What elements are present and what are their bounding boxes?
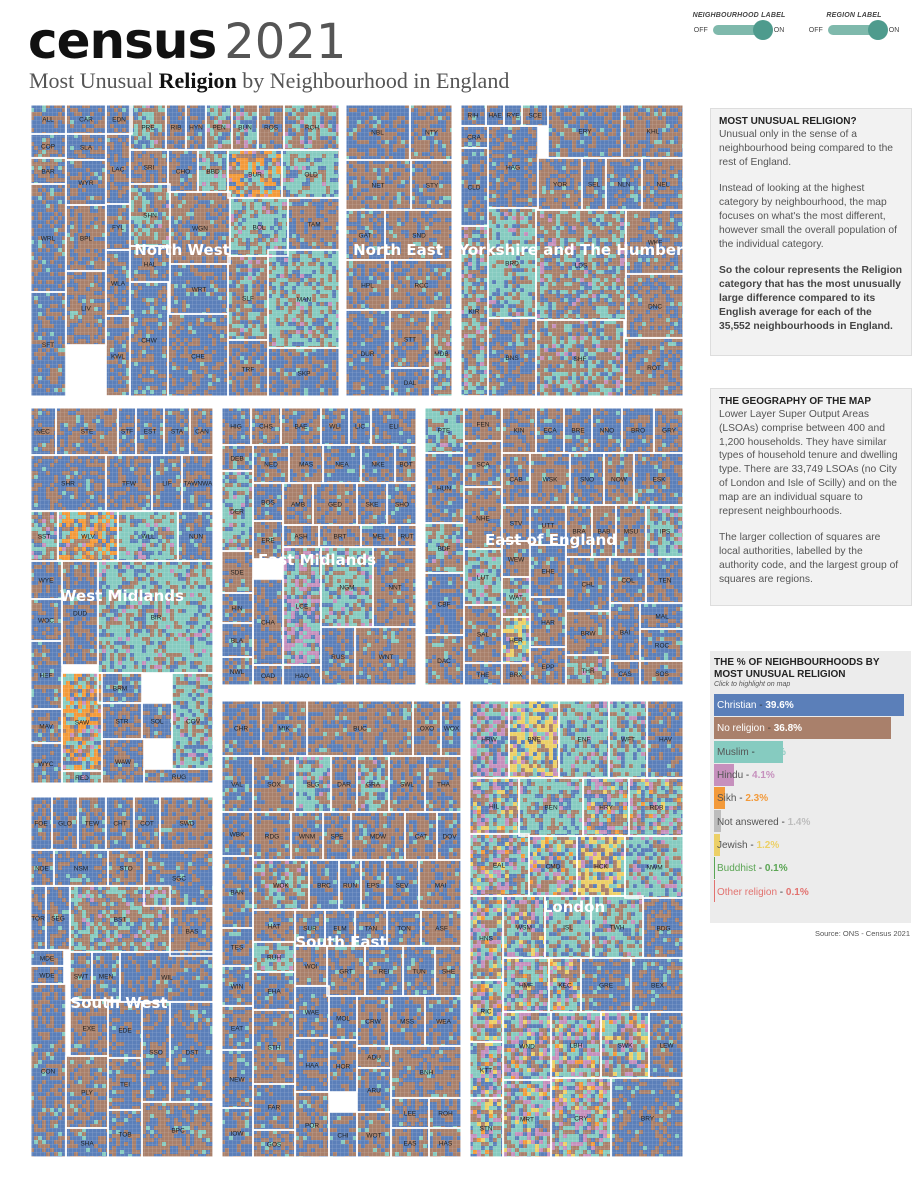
treemap-map: ALL CAR EDNCOP SLABARWYRLACPRE RIB HYN PEN BUN R… (28, 102, 686, 1160)
